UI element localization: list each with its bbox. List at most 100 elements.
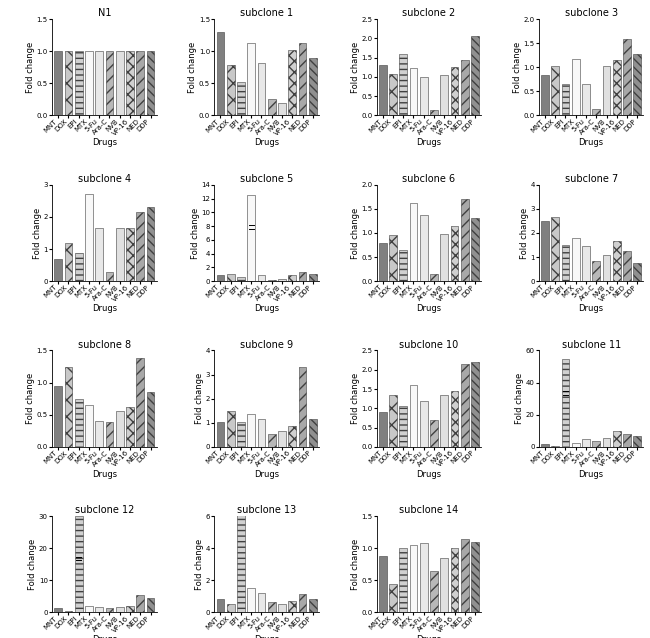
Y-axis label: Fold change: Fold change [351, 538, 359, 590]
Bar [96, 607, 103, 612]
Bar [420, 214, 428, 281]
Bar [237, 422, 245, 447]
Bar [592, 261, 600, 281]
Y-axis label: Fold change: Fold change [33, 207, 42, 258]
X-axis label: Drugs: Drugs [92, 470, 117, 478]
Bar [237, 277, 245, 281]
Bar [75, 253, 83, 281]
Bar [278, 431, 286, 447]
Bar [147, 207, 155, 281]
Bar [379, 412, 387, 447]
Bar [55, 51, 62, 115]
Bar [379, 556, 387, 612]
Title: subclone 14: subclone 14 [399, 505, 458, 516]
Bar [75, 399, 83, 447]
Bar [441, 234, 448, 281]
X-axis label: Drugs: Drugs [92, 304, 117, 313]
Bar [410, 385, 417, 447]
Bar [278, 103, 286, 115]
Bar [430, 274, 438, 281]
Bar [136, 595, 144, 612]
X-axis label: Drugs: Drugs [254, 304, 280, 313]
Y-axis label: Fold change: Fold change [26, 373, 35, 424]
Bar [441, 395, 448, 447]
Bar [399, 548, 407, 612]
X-axis label: Drugs: Drugs [254, 470, 280, 478]
Bar [441, 558, 448, 612]
Bar [227, 65, 235, 115]
Bar [410, 68, 417, 115]
X-axis label: Drugs: Drugs [416, 304, 441, 313]
Bar [410, 203, 417, 281]
Bar [634, 54, 641, 115]
Bar [623, 434, 631, 447]
Bar [420, 77, 428, 115]
Y-axis label: Fold change: Fold change [26, 41, 35, 93]
Bar [441, 75, 448, 115]
Bar [420, 543, 428, 612]
Bar [289, 275, 296, 281]
Bar [227, 274, 235, 281]
Bar [450, 391, 458, 447]
Bar [55, 386, 62, 447]
Bar [562, 245, 569, 281]
Title: subclone 4: subclone 4 [78, 174, 131, 184]
Bar [96, 51, 103, 115]
Bar [216, 274, 224, 281]
Y-axis label: Fold change: Fold change [515, 373, 525, 424]
Title: subclone 13: subclone 13 [237, 505, 296, 516]
Bar [471, 362, 479, 447]
Bar [613, 241, 621, 281]
Bar [634, 263, 641, 281]
Bar [227, 411, 235, 447]
Bar [55, 258, 62, 281]
Bar [450, 548, 458, 612]
Bar [399, 250, 407, 281]
Title: subclone 12: subclone 12 [75, 505, 134, 516]
Bar [116, 228, 124, 281]
Bar [572, 443, 580, 447]
Bar [634, 436, 641, 447]
X-axis label: Drugs: Drugs [578, 470, 604, 478]
Bar [126, 407, 134, 447]
Bar [116, 51, 124, 115]
Bar [430, 420, 438, 447]
X-axis label: Drugs: Drugs [578, 304, 604, 313]
Bar [237, 82, 245, 115]
Title: subclone 11: subclone 11 [562, 339, 621, 350]
Bar [420, 401, 428, 447]
Title: subclone 1: subclone 1 [240, 8, 293, 19]
Bar [603, 255, 610, 281]
Y-axis label: Fold change: Fold change [513, 41, 522, 93]
Bar [289, 601, 296, 612]
Bar [603, 438, 610, 447]
Y-axis label: Fold change: Fold change [351, 41, 359, 93]
Bar [248, 588, 255, 612]
Bar [471, 218, 479, 281]
X-axis label: Drugs: Drugs [254, 138, 280, 147]
Bar [278, 604, 286, 612]
Bar [379, 242, 387, 281]
Bar [399, 406, 407, 447]
Bar [299, 43, 306, 115]
Bar [64, 243, 72, 281]
Bar [582, 84, 590, 115]
Bar [257, 63, 265, 115]
Bar [96, 228, 103, 281]
Bar [75, 516, 83, 612]
Bar [136, 212, 144, 281]
X-axis label: Drugs: Drugs [254, 635, 280, 638]
Bar [551, 446, 559, 447]
Bar [309, 274, 317, 281]
Y-axis label: Fold change: Fold change [195, 373, 204, 424]
Y-axis label: Fold change: Fold change [195, 538, 204, 590]
Bar [389, 395, 396, 447]
Bar [603, 66, 610, 115]
Title: subclone 2: subclone 2 [402, 8, 456, 19]
Bar [257, 419, 265, 447]
Y-axis label: Fold change: Fold change [351, 207, 359, 258]
Bar [471, 36, 479, 115]
Bar [582, 246, 590, 281]
Y-axis label: Fold change: Fold change [520, 207, 528, 258]
Bar [85, 405, 93, 447]
